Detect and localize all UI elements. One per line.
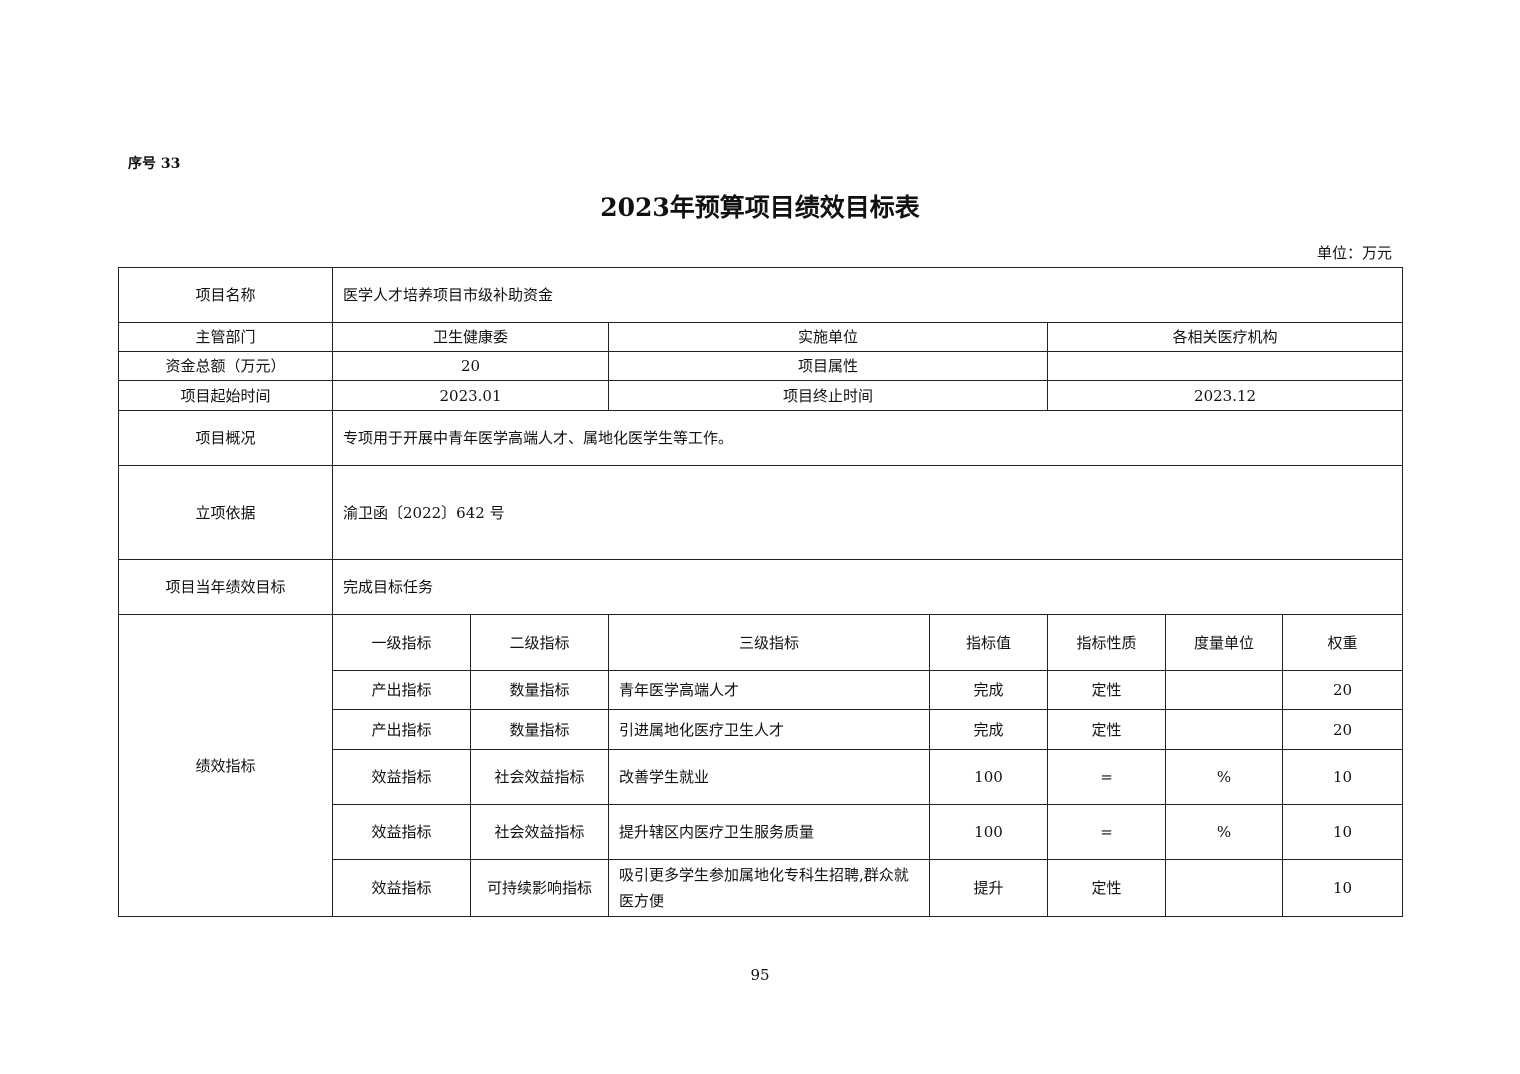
value: 提升 (929, 859, 1048, 917)
header-cell: 二级指标 (470, 614, 609, 671)
value: 100 (929, 804, 1048, 860)
level1: 效益指标 (332, 749, 471, 805)
level1: 效益指标 (332, 859, 471, 917)
table-row: 项目概况 专项用于开展中青年医学高端人才、属地化医学生等工作。 (118, 410, 1404, 466)
project-name: 医学人才培养项目市级补助资金 (331, 267, 1404, 323)
indicator-row: 效益指标 社会效益指标 改善学生就业 100 = % 10 (119, 749, 1404, 805)
indicator-header-row: 绩效指标 一级指标 二级指标 三级指标 指标值 指标性质 度量单位 权重 (118, 614, 1404, 917)
level2: 社会效益指标 (470, 749, 609, 805)
weight: 20 (1281, 709, 1404, 750)
performance-table: 项目名称 医学人才培养项目市级补助资金 主管部门 卫生健康委 实施单位 各相关医… (118, 267, 1404, 917)
end-value: 2023.12 (1046, 380, 1404, 411)
level2: 数量指标 (470, 670, 609, 710)
level3: 提升辖区内医疗卫生服务质量 (608, 804, 930, 860)
basis-value: 渝卫函〔2022〕642 号 (331, 465, 1404, 560)
level3: 引进属地化医疗卫生人才 (608, 709, 930, 750)
dept-label: 主管部门 (118, 322, 333, 352)
level3: 吸引更多学生参加属地化专科生招聘,群众就医方便 (608, 859, 930, 917)
impl-label: 实施单位 (608, 322, 1048, 352)
start-label: 项目起始时间 (118, 380, 333, 411)
header-cell: 度量单位 (1165, 614, 1283, 671)
table-row: 项目名称 医学人才培养项目市级补助资金 (118, 267, 1404, 323)
table-row: 项目当年绩效目标 完成目标任务 (118, 559, 1404, 615)
nature: 定性 (1047, 859, 1166, 917)
header-cell: 三级指标 (608, 614, 930, 671)
overview-label: 项目概况 (118, 410, 333, 466)
measure-unit (1165, 670, 1283, 710)
attr-value (1046, 351, 1404, 381)
value: 100 (929, 749, 1048, 805)
unit-label: 单位：万元 (1316, 244, 1392, 262)
indicator-row: 效益指标 社会效益指标 提升辖区内医疗卫生服务质量 100 = % 10 (119, 804, 1404, 860)
indicators-label: 绩效指标 (118, 614, 333, 917)
basis-label: 立项依据 (118, 465, 333, 560)
goal-value: 完成目标任务 (331, 559, 1404, 615)
dept-value: 卫生健康委 (332, 322, 609, 352)
level3: 青年医学高端人才 (608, 670, 930, 710)
level3: 改善学生就业 (608, 749, 930, 805)
value: 完成 (929, 709, 1048, 750)
header-cell: 权重 (1281, 614, 1404, 671)
measure-unit: % (1165, 749, 1283, 805)
attr-label: 项目属性 (608, 351, 1048, 381)
level1: 效益指标 (332, 804, 471, 860)
goal-label: 项目当年绩效目标 (118, 559, 333, 615)
indicator-row: 产出指标 数量指标 青年医学高端人才 完成 定性 20 (119, 670, 1404, 710)
indicator-row: 产出指标 数量指标 引进属地化医疗卫生人才 完成 定性 20 (119, 709, 1404, 750)
level1: 产出指标 (332, 670, 471, 710)
nature: = (1047, 804, 1166, 860)
header-cell: 一级指标 (332, 614, 471, 671)
serial-number: 序号 33 (128, 156, 181, 172)
table-row: 项目起始时间 2023.01 项目终止时间 2023.12 (118, 380, 1404, 411)
nature: 定性 (1047, 709, 1166, 750)
page-number: 95 (750, 966, 770, 984)
nature: = (1047, 749, 1166, 805)
nature: 定性 (1047, 670, 1166, 710)
level1: 产出指标 (332, 709, 471, 750)
level2: 社会效益指标 (470, 804, 609, 860)
header-cell: 指标值 (929, 614, 1048, 671)
weight: 10 (1281, 749, 1404, 805)
level2: 数量指标 (470, 709, 609, 750)
level2: 可持续影响指标 (470, 859, 609, 917)
start-value: 2023.01 (332, 380, 609, 411)
end-label: 项目终止时间 (608, 380, 1048, 411)
table-row: 主管部门 卫生健康委 实施单位 各相关医疗机构 (118, 322, 1404, 352)
table-row: 立项依据 渝卫函〔2022〕642 号 (118, 465, 1404, 560)
value: 完成 (929, 670, 1048, 710)
impl-value: 各相关医疗机构 (1046, 322, 1404, 352)
page-title: 2023年预算项目绩效目标表 (600, 193, 920, 222)
measure-unit: % (1165, 804, 1283, 860)
name-label: 项目名称 (118, 267, 333, 323)
weight: 10 (1281, 859, 1404, 917)
fund-value: 20 (332, 351, 609, 381)
overview-value: 专项用于开展中青年医学高端人才、属地化医学生等工作。 (331, 410, 1404, 466)
weight: 20 (1281, 670, 1404, 710)
fund-label: 资金总额（万元） (118, 351, 333, 381)
weight: 10 (1281, 804, 1404, 860)
indicator-row: 效益指标 可持续影响指标 吸引更多学生参加属地化专科生招聘,群众就医方便 提升 … (119, 859, 1404, 917)
measure-unit (1165, 709, 1283, 750)
measure-unit (1165, 859, 1283, 917)
table-row: 资金总额（万元） 20 项目属性 (118, 351, 1404, 381)
header-cell: 指标性质 (1047, 614, 1166, 671)
